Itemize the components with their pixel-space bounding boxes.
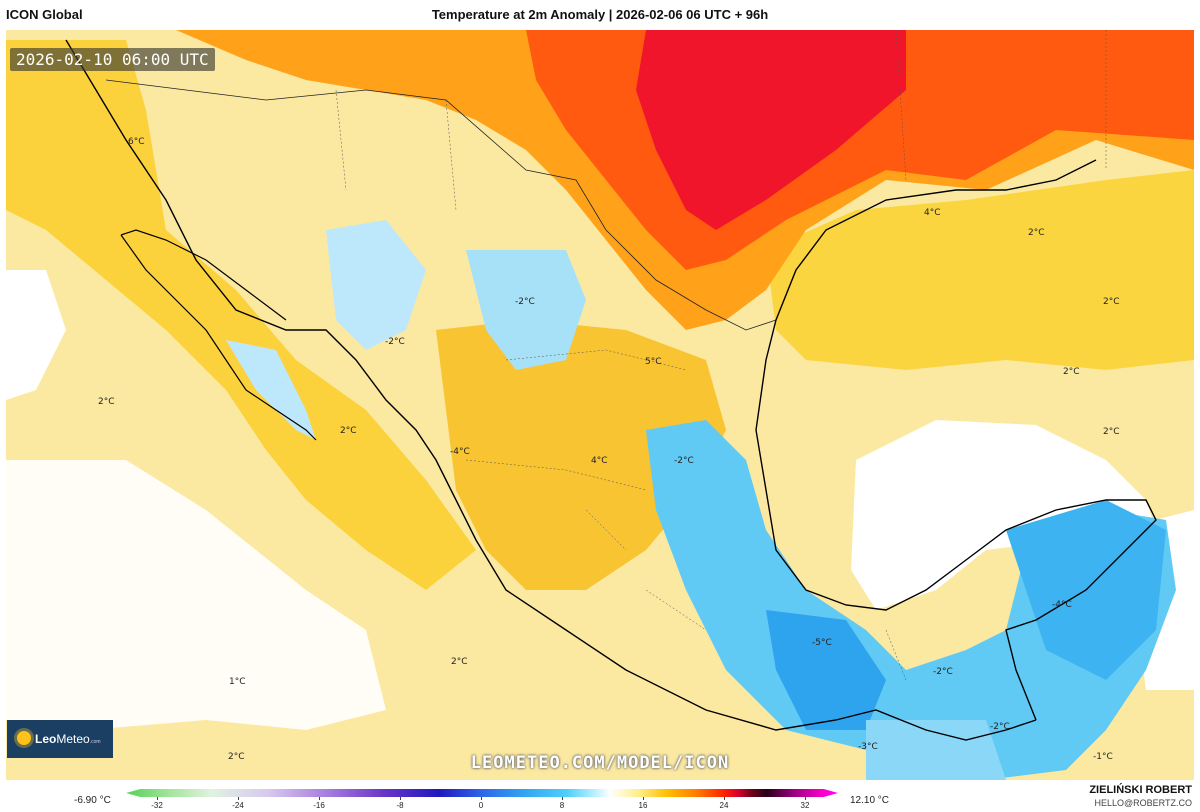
map-label: -4°C: [450, 447, 470, 457]
map-label: 6°C: [128, 137, 145, 147]
map-label: -5°C: [812, 638, 832, 648]
state-borders: [335, 30, 1107, 681]
map-label: -1°C: [1093, 752, 1113, 762]
model-name: ICON Global: [6, 7, 83, 22]
cold-area-south-pacific: [866, 720, 1006, 780]
coastline-mainland: [65, 39, 1157, 741]
coastline-baja: [120, 229, 317, 441]
map-label: 2°C: [1103, 297, 1120, 307]
warm-area-mexico-center: [436, 320, 726, 590]
cold-area-sierra: [326, 220, 426, 350]
cold-area-north: [466, 250, 586, 370]
logo-text: LeoMeteo.com: [35, 732, 101, 746]
warm-area-north-pacific: [6, 40, 476, 590]
colorbar-tick-mark: [238, 797, 239, 800]
colorbar-tick-mark: [319, 797, 320, 800]
anomaly-map[interactable]: 6°C 4°C 2°C -2°C -2°C 5°C 2°C 2°C 2°C -4…: [6, 30, 1194, 780]
colorbar-tick-label: -24: [232, 801, 244, 810]
colorbar-tick-label: 0: [478, 801, 484, 810]
sun-icon: [17, 731, 31, 745]
map-label: 5°C: [645, 357, 662, 367]
colorbar-tick-mark: [805, 797, 806, 800]
map-label: -2°C: [933, 667, 953, 677]
map-label: -4°C: [1052, 600, 1072, 610]
colorbar-tick-mark: [643, 797, 644, 800]
watermark-url: LEOMETEO.COM/MODEL/ICON: [470, 753, 730, 773]
map-label: -2°C: [990, 722, 1010, 732]
map-label: 2°C: [1063, 367, 1080, 377]
colorbar: [126, 789, 838, 797]
map-label: 4°C: [924, 208, 941, 218]
colorbar-tick-label: 8: [559, 801, 565, 810]
map-label: 2°C: [1103, 427, 1120, 437]
neutral-area-pacific: [6, 270, 66, 400]
chart-title: Temperature at 2m Anomaly | 2026-02-06 0…: [431, 7, 769, 22]
author-credit: ZIELIŃSKI ROBERT: [1089, 784, 1192, 796]
warm-area-atlantic: [766, 170, 1194, 370]
author-email[interactable]: HELLO@ROBERTZ.CO: [1094, 798, 1193, 808]
valid-time-badge: 2026-02-10 06:00 UTC: [10, 48, 215, 71]
colorbar-tick-mark: [724, 797, 725, 800]
map-label: -2°C: [674, 456, 694, 466]
colorbar-tick-mark: [481, 797, 482, 800]
colorbar-tick-label: -16: [313, 801, 325, 810]
colorbar-max: 12.10 °C: [850, 795, 890, 806]
map-label: 2°C: [1028, 228, 1045, 238]
colorbar-tick-label: 16: [638, 801, 648, 810]
map-label: 2°C: [340, 426, 357, 436]
colorbar-tick-mark: [400, 797, 401, 800]
colorbar-min: -6.90 °C: [74, 795, 111, 806]
map-label: 2°C: [451, 657, 468, 667]
colorbar-tick-label: 24: [719, 801, 729, 810]
cold-area-gulf-coast: [646, 420, 1176, 780]
colorbar-tick-mark: [562, 797, 563, 800]
neutral-area-gulf: [851, 420, 1156, 610]
colorbar-tick-label: 32: [800, 801, 810, 810]
colorbar-tick-mark: [157, 797, 158, 800]
cold-area-core: [766, 610, 886, 730]
colorbar-tick-label: -32: [151, 801, 163, 810]
map-label: 4°C: [591, 456, 608, 466]
map-label: 2°C: [98, 397, 115, 407]
header: ICON Global Temperature at 2m Anomaly | …: [0, 0, 1200, 30]
map-label: -3°C: [858, 742, 878, 752]
border-us-mexico: [105, 79, 777, 331]
map-label: 1°C: [229, 677, 246, 687]
map-label: -2°C: [515, 297, 535, 307]
cold-area-baja: [226, 340, 316, 440]
colorbar-tick-label: -8: [396, 801, 404, 810]
hot-area-us-crimson: [636, 30, 906, 230]
map-label: 2°C: [228, 752, 245, 762]
map-label: -2°C: [385, 337, 405, 347]
leometeo-logo[interactable]: LeoMeteo.com: [7, 720, 113, 758]
map-canvas: [6, 30, 1194, 780]
neutral-area-pacific-south: [6, 460, 386, 730]
